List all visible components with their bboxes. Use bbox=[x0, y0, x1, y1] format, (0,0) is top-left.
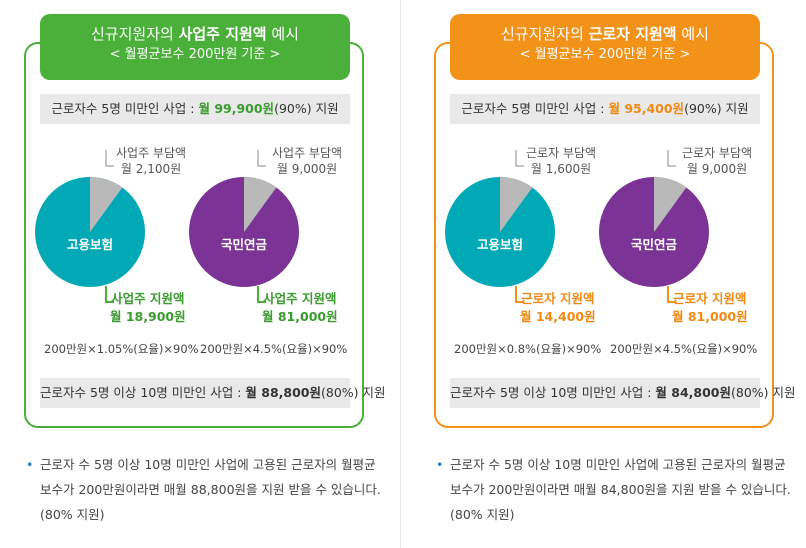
employer-header: 신규지원자의 사업주 지원액 예시 < 월평균보수 200만원 기준 > bbox=[40, 14, 350, 80]
employer-national-pension-pie: 국민연금 bbox=[188, 176, 300, 288]
worker-pie2-support: 근로자 지원액 월 81,000원 bbox=[672, 291, 748, 324]
panel-divider bbox=[400, 0, 401, 548]
bullet-icon: • bbox=[26, 457, 34, 472]
employer-header-title: 신규지원자의 사업주 지원액 예시 bbox=[91, 25, 299, 43]
worker-pie1-support: 근로자 지원액 월 14,400원 bbox=[520, 291, 596, 324]
employer-employment-insurance-pie: 고용보험 bbox=[34, 176, 146, 288]
bullet-icon: • bbox=[436, 457, 444, 472]
employer-bottom-bar: 근로자수 5명 이상 10명 미만인 사업 : 월 88,800원(80%) 지… bbox=[40, 378, 386, 408]
pie-label: 고용보험 bbox=[66, 237, 113, 252]
worker-bottom-bar: 근로자수 5명 이상 10명 미만인 사업 : 월 84,800원(80%) 지… bbox=[450, 378, 796, 408]
worker-pie-leader-lines bbox=[515, 150, 676, 303]
pie-label: 국민연금 bbox=[220, 237, 267, 252]
worker-header-title: 신규지원자의 근로자 지원액 예시 bbox=[501, 25, 709, 43]
worker-top-bar: 근로자수 5명 미만인 사업 : 월 95,400원(90%) 지원 bbox=[450, 94, 760, 124]
pie-label: 고용보험 bbox=[476, 237, 523, 252]
worker-header: 신규지원자의 근로자 지원액 예시 < 월평균보수 200만원 기준 > bbox=[450, 14, 760, 80]
employer-pie1-burden: 사업주 부담액 월 2,100원 bbox=[116, 146, 187, 176]
employer-note: • 근로자 수 5명 이상 10명 미만인 사업에 고용된 근로자의 월평균 보… bbox=[26, 452, 386, 527]
employer-pie1-formula: 200만원×1.05%(요율)×90% bbox=[44, 342, 199, 356]
worker-pie1-formula: 200만원×0.8%(요율)×90% bbox=[454, 342, 602, 356]
worker-support-panel: 신규지원자의 근로자 지원액 예시 < 월평균보수 200만원 기준 > 근로자… bbox=[420, 0, 800, 548]
employer-pie2-support: 사업주 지원액 월 81,000원 bbox=[262, 291, 338, 324]
employer-header-subtitle: < 월평균보수 200만원 기준 > bbox=[109, 47, 281, 62]
worker-header-subtitle: < 월평균보수 200만원 기준 > bbox=[519, 47, 691, 62]
employer-pie2-formula: 200만원×4.5%(요율)×90% bbox=[200, 342, 348, 356]
employer-pie2-burden: 사업주 부담액 월 9,000원 bbox=[272, 146, 343, 176]
pie-burden-slice bbox=[244, 177, 277, 232]
employer-support-panel: 신규지원자의 사업주 지원액 예시 < 월평균보수 200만원 기준 > 근로자… bbox=[10, 0, 390, 548]
pie-burden-slice bbox=[654, 177, 687, 232]
worker-employment-insurance-pie: 고용보험 bbox=[444, 176, 556, 288]
employer-pie1-leader-lines bbox=[105, 150, 266, 303]
pie-label: 국민연금 bbox=[630, 237, 677, 252]
worker-note: • 근로자 수 5명 이상 10명 미만인 사업에 고용된 근로자의 월평균 보… bbox=[436, 452, 796, 527]
worker-national-pension-pie: 국민연금 bbox=[598, 176, 710, 288]
pie-burden-slice bbox=[500, 177, 533, 232]
employer-pie1-support: 사업주 지원액 월 18,900원 bbox=[110, 291, 186, 324]
worker-pie2-formula: 200만원×4.5%(요율)×90% bbox=[610, 342, 758, 356]
worker-pie1-burden: 근로자 부담액 월 1,600원 bbox=[526, 146, 597, 176]
pie-burden-slice bbox=[90, 177, 123, 232]
worker-pie2-burden: 근로자 부담액 월 9,000원 bbox=[682, 146, 753, 176]
employer-top-bar: 근로자수 5명 미만인 사업 : 월 99,900원(90%) 지원 bbox=[40, 94, 350, 124]
